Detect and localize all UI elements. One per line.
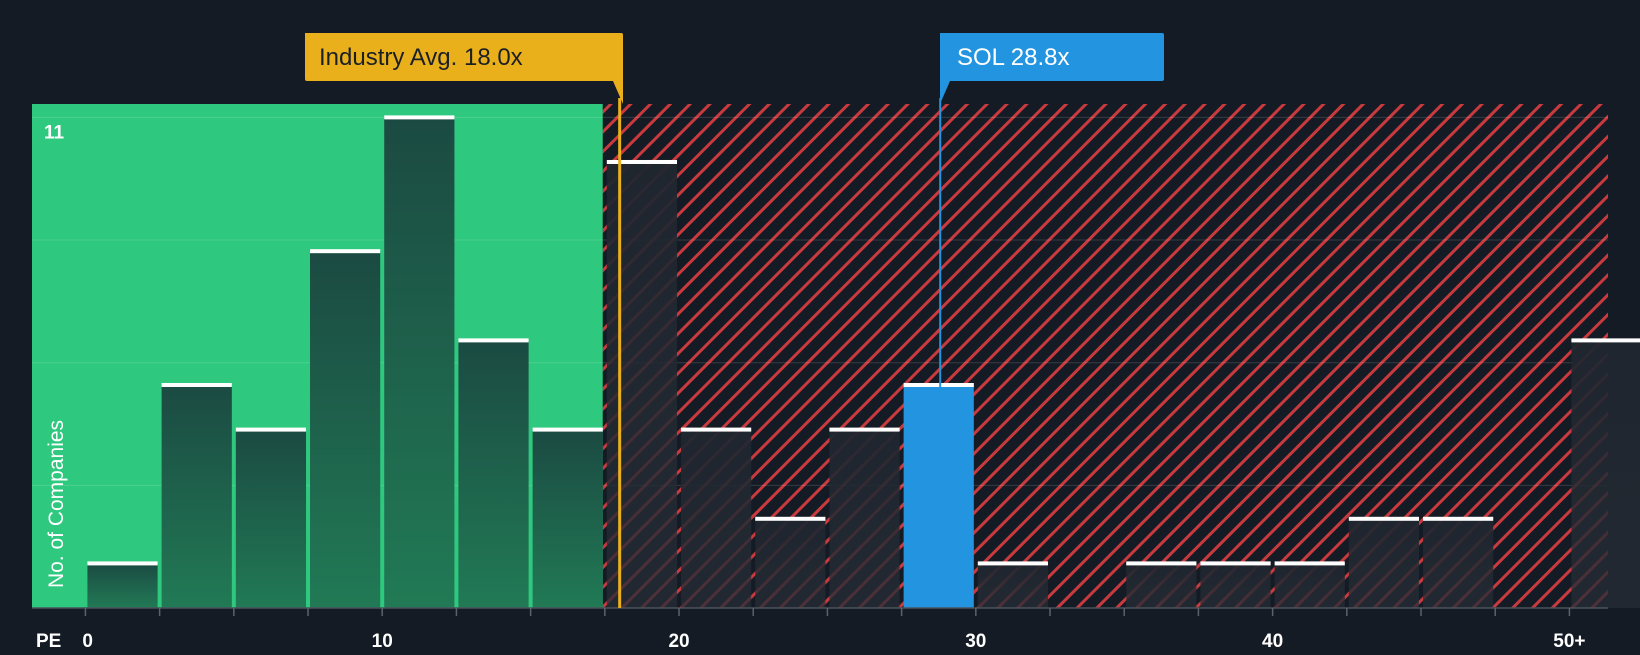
x-axis-label: PE <box>36 631 61 650</box>
histogram-bar <box>161 384 232 608</box>
x-tick-label: 10 <box>372 631 393 650</box>
histogram-bar-cap <box>310 249 381 254</box>
histogram-bar-cap <box>903 382 974 387</box>
histogram-bar-cap <box>235 427 307 432</box>
y-axis-label: No. of Companies <box>45 420 68 588</box>
histogram-bar-cap <box>458 338 529 343</box>
histogram-bar-cap <box>1126 561 1197 566</box>
x-tick-label: 0 <box>82 631 93 650</box>
x-tick-label: 20 <box>668 631 689 650</box>
industry-avg-marker: Industry Avg. 18.0x <box>305 33 623 608</box>
histogram-bars <box>87 115 1640 609</box>
histogram-bar-cap <box>681 427 752 432</box>
x-tick-label: 50+ <box>1553 631 1585 650</box>
histogram-bar <box>1571 340 1640 608</box>
histogram-bar-cap <box>384 115 455 120</box>
x-tick-label: 40 <box>1262 631 1283 650</box>
histogram-bar <box>1274 563 1345 608</box>
histogram-bar <box>1126 563 1197 608</box>
histogram-bar-cap <box>1571 338 1640 343</box>
company-marker: SOL 28.8x <box>939 33 1164 387</box>
industry-avg-badge <box>305 33 623 104</box>
company-pe-badge <box>940 33 1164 104</box>
histogram-bar-cap <box>977 561 1049 566</box>
histogram-bar-cap <box>532 427 603 432</box>
histogram-bar <box>1348 518 1420 608</box>
histogram-bar-cap <box>606 159 678 164</box>
histogram-bar <box>903 384 974 608</box>
histogram-bar <box>977 563 1049 608</box>
histogram-bar <box>87 563 158 608</box>
histogram-bar <box>681 429 752 608</box>
histogram-bar <box>829 429 900 608</box>
histogram-bar <box>755 518 826 608</box>
histogram-bar-cap <box>161 382 232 387</box>
histogram-bar <box>606 161 678 608</box>
histogram-bar-cap <box>755 516 826 521</box>
x-axis-ticks: 0 10 20 30 40 50+ <box>82 608 1586 652</box>
histogram-bar <box>532 429 603 608</box>
histogram-bar-cap <box>1348 516 1420 521</box>
histogram-bar <box>310 251 381 608</box>
histogram-bar <box>1200 563 1271 608</box>
histogram-bar-cap <box>1200 561 1271 566</box>
histogram-bar-cap <box>1423 516 1494 521</box>
company-pe-label: SOL 28.8x <box>957 44 1070 71</box>
histogram-bar <box>458 340 529 608</box>
histogram-bar-cap <box>829 427 900 432</box>
y-tick-label-max: 11 <box>44 122 65 143</box>
histogram-bar <box>1423 518 1494 608</box>
x-tick-label: 30 <box>965 631 986 650</box>
histogram-bar-cap <box>87 561 158 566</box>
histogram-bar-cap <box>1274 561 1345 566</box>
histogram-bar <box>235 429 307 608</box>
histogram-bar <box>384 117 455 609</box>
industry-avg-label: Industry Avg. 18.0x <box>319 44 523 71</box>
